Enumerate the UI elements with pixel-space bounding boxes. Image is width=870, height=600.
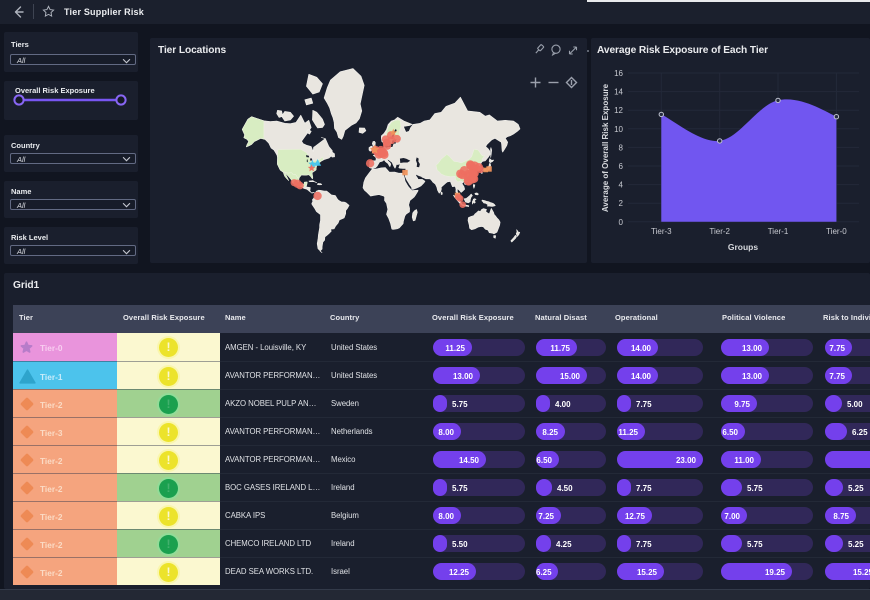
svg-text:2: 2	[619, 199, 624, 208]
svg-text:Tier-3: Tier-3	[651, 227, 672, 236]
svg-text:8: 8	[619, 143, 624, 152]
svg-text:Average of Overall Risk Exposu: Average of Overall Risk Exposure	[601, 83, 610, 212]
svg-text:16: 16	[614, 69, 623, 78]
svg-text:14: 14	[614, 88, 623, 97]
svg-text:Groups: Groups	[728, 242, 758, 252]
svg-text:4: 4	[619, 181, 624, 190]
svg-text:10: 10	[614, 125, 623, 134]
svg-text:12: 12	[614, 106, 623, 115]
svg-text:Tier-0: Tier-0	[826, 227, 847, 236]
svg-text:Tier-1: Tier-1	[768, 227, 789, 236]
svg-text:0: 0	[619, 218, 624, 227]
svg-text:Tier-2: Tier-2	[709, 227, 730, 236]
svg-text:6: 6	[619, 162, 624, 171]
